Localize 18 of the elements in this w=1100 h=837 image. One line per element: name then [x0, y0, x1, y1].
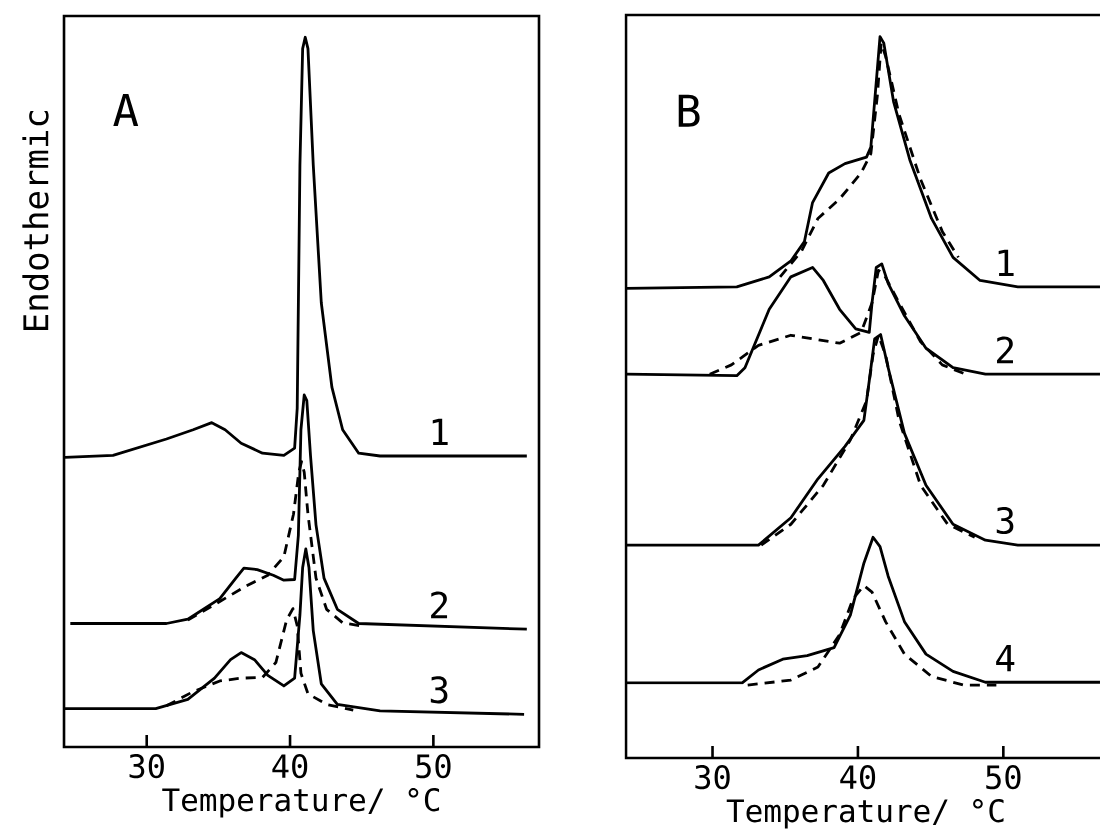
series-label: 4 [996, 644, 1015, 672]
x-tick-label: 50 [416, 754, 451, 779]
series-label: 3 [996, 506, 1014, 535]
series-label: 2 [997, 336, 1013, 364]
text: B [678, 94, 700, 127]
x-tick-label: 40 [272, 754, 308, 779]
text: A [113, 93, 139, 127]
y-axis-title: Endothermic [22, 110, 49, 330]
x-axis-title: Temperature/ °C [162, 788, 440, 818]
series-label: 2 [431, 591, 448, 619]
x-tick-label: 30 [695, 765, 730, 790]
series-label: 1 [998, 249, 1014, 276]
x-tick-label: 50 [986, 765, 1021, 790]
x-axis-title: Temperature/ °C [726, 799, 1004, 829]
series-label: 1 [432, 418, 448, 446]
x-tick-label: 30 [129, 754, 164, 779]
series-label: 3 [430, 676, 448, 704]
x-tick-label: 40 [840, 765, 876, 790]
